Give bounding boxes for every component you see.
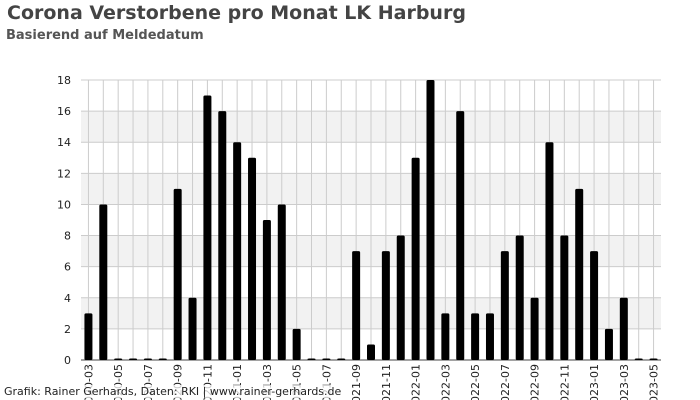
bar [262,220,271,360]
x-tick-label: 2021-09 [350,364,363,400]
y-tick-label: 14 [57,136,71,149]
bar [248,157,257,360]
bar [500,251,509,360]
bar [590,251,599,360]
x-tick-label: 2022-01 [410,364,423,400]
bar [619,297,628,360]
y-tick-label: 12 [57,167,71,180]
bar [485,313,494,360]
y-tick-label: 0 [64,354,71,367]
bar [277,204,286,360]
bar [307,358,316,360]
chart-title: Corona Verstorbene pro Monat LK Harburg [7,2,466,24]
x-tick-label: 2023-03 [618,364,631,400]
bar [515,235,524,360]
x-tick-label: 2022-09 [529,364,542,400]
bar [158,358,167,360]
bar [441,313,450,360]
bar [575,188,584,360]
x-tick-label: 2021-11 [380,364,393,400]
source-credit: Grafik: Rainer Gerhards, Daten: RKI | ww… [4,385,342,398]
bar [337,358,346,360]
bar [545,142,554,360]
x-tick-label: 2023-01 [588,364,601,400]
bar [530,297,539,360]
y-tick-label: 6 [64,261,71,274]
x-tick-label: 2023-05 [648,364,661,400]
bar [84,313,93,360]
y-tick-label: 4 [64,292,71,305]
x-tick-label: 2022-03 [439,364,452,400]
bar [203,95,212,361]
bar [471,313,480,360]
y-tick-label: 16 [57,105,71,118]
y-tick-label: 18 [57,74,71,87]
bar [426,80,435,360]
bar [560,235,569,360]
bar [322,358,331,360]
bar [114,358,123,360]
y-tick-label: 10 [57,198,71,211]
bar [634,358,643,360]
bar [352,251,361,360]
bar [381,251,390,360]
bar [292,328,301,360]
bar [233,142,242,360]
bar [218,111,227,360]
y-tick-label: 8 [64,230,71,243]
bar [143,358,152,360]
x-tick-label: 2022-07 [499,364,512,400]
bar [188,297,197,360]
bar [396,235,405,360]
bar [99,204,108,360]
bar [649,358,658,360]
bar [129,358,138,360]
bar [173,188,182,360]
bar [456,111,465,360]
bar [367,344,375,360]
bar [411,157,420,360]
bar [604,328,613,360]
chart-subtitle: Basierend auf Meldedatum [6,28,204,43]
y-tick-label: 2 [64,323,71,336]
x-tick-label: 2022-11 [558,364,571,400]
x-tick-label: 2022-05 [469,364,482,400]
